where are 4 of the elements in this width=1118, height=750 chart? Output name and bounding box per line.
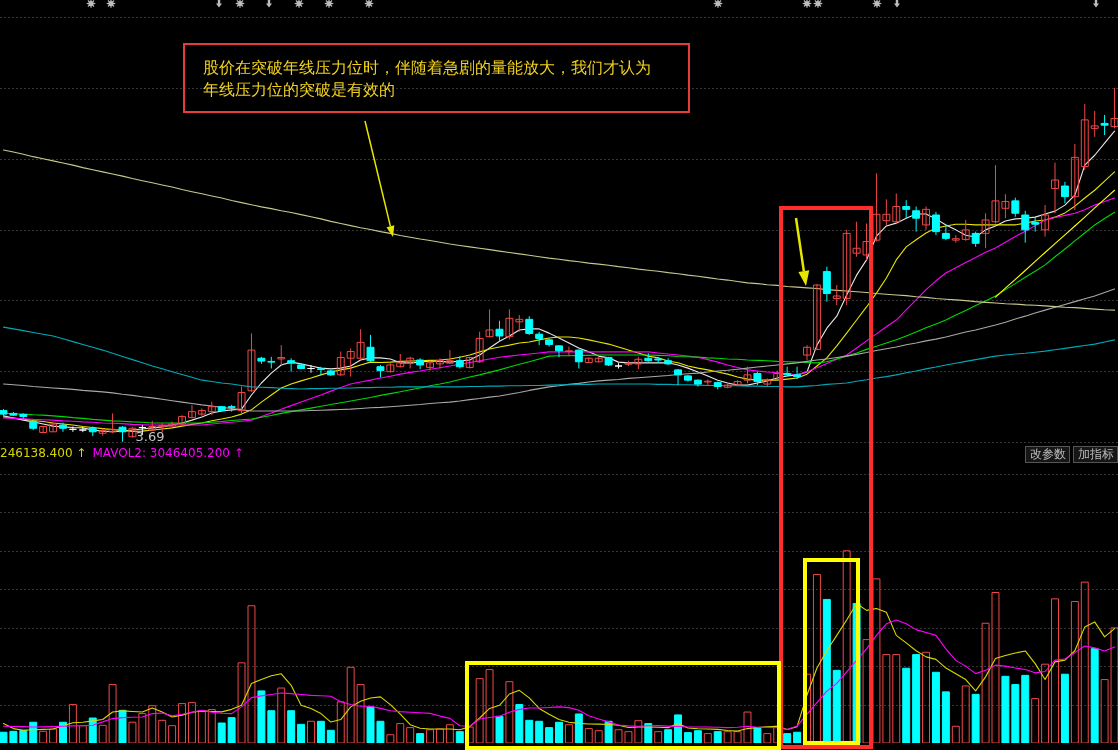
annotation: 3.69: [135, 428, 165, 444]
text: MAVOL2: 3046405.200 ↑: [92, 446, 244, 461]
annotation: 股价在突破年线压力位时，伴随着急剧的量能放大，我们才认为年线压力位的突破是有效的: [203, 57, 652, 101]
text: 246138.400 ↑: [0, 446, 87, 461]
